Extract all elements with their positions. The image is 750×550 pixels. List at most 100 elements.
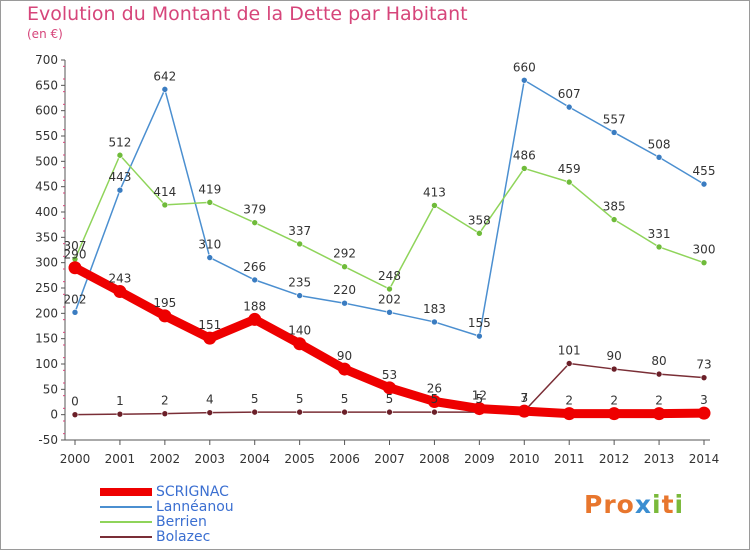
data-point (700, 259, 708, 266)
data-label: 26 (427, 381, 442, 395)
data-label: 459 (558, 162, 581, 176)
legend-swatch (100, 521, 152, 523)
data-point (386, 408, 393, 416)
data-label: 2 (655, 394, 663, 408)
data-point (203, 331, 217, 345)
data-point (383, 381, 396, 395)
data-label: 243 (108, 272, 131, 286)
data-label: 508 (648, 137, 671, 151)
data-point (251, 219, 259, 226)
data-point (431, 202, 438, 209)
legend-label: Lannéanou (156, 499, 234, 515)
data-point (565, 103, 573, 111)
data-point (296, 292, 303, 299)
data-point (386, 285, 393, 293)
data-point (652, 407, 666, 421)
data-point (431, 318, 438, 326)
data-label: 2 (161, 394, 169, 408)
x-tick-label: 2003 (195, 452, 226, 466)
data-label: 12 (472, 389, 487, 403)
data-label: 0 (71, 395, 79, 409)
y-tick-label: 500 (35, 154, 58, 168)
data-label: 3 (700, 393, 708, 407)
data-label: 290 (64, 248, 87, 262)
legend-swatch (100, 506, 152, 508)
x-tick-label: 2005 (284, 452, 315, 466)
y-tick-label: 100 (35, 357, 58, 371)
x-tick-label: 2002 (150, 452, 181, 466)
logo-letter: i (652, 490, 662, 519)
data-point (517, 404, 531, 418)
legend-label: Bolazec (156, 529, 211, 545)
data-point (431, 408, 438, 416)
data-label: 5 (476, 392, 484, 406)
y-tick-label: 600 (35, 104, 58, 118)
y-tick-label: 200 (35, 306, 58, 320)
data-point (158, 309, 172, 323)
x-tick-label: 2009 (464, 452, 495, 466)
data-label: 292 (333, 247, 356, 261)
data-label: 188 (243, 299, 266, 313)
data-point (610, 216, 618, 223)
data-point (161, 410, 169, 417)
data-point (341, 263, 348, 271)
data-point (476, 332, 483, 340)
data-point (206, 409, 214, 416)
data-label: 310 (198, 238, 221, 252)
data-label: 80 (651, 354, 666, 368)
data-point (251, 276, 259, 284)
data-label: 73 (696, 358, 711, 372)
chart-title: Evolution du Montant de la Dette par Hab… (27, 3, 468, 25)
data-point (520, 165, 528, 172)
data-point (206, 199, 214, 206)
proxiti-logo: Proxiti (584, 490, 684, 519)
logo-letter: x (634, 490, 652, 519)
x-tick-label: 2000 (60, 452, 91, 466)
data-label: 455 (693, 164, 716, 178)
series-lines (68, 76, 711, 421)
data-label: 337 (288, 224, 311, 238)
x-tick-label: 2011 (554, 452, 585, 466)
data-label: 486 (513, 148, 536, 162)
y-tick-label: 150 (35, 332, 58, 346)
data-point (68, 261, 82, 275)
data-label: 90 (607, 349, 622, 363)
y-tick-label: 550 (35, 129, 58, 143)
data-label: 557 (603, 112, 626, 126)
data-label: 90 (337, 349, 352, 363)
data-point (116, 186, 124, 194)
data-point (341, 299, 348, 307)
data-label: 379 (243, 203, 266, 217)
data-point (700, 180, 708, 188)
data-label: 358 (468, 213, 491, 227)
legend-label: Berrien (156, 514, 207, 530)
logo-letter: o (616, 490, 635, 519)
data-label: 300 (693, 243, 716, 257)
data-label: 5 (296, 392, 304, 406)
data-label: 5 (386, 392, 394, 406)
x-tick-label: 2014 (689, 452, 720, 466)
x-tick-label: 2001 (105, 452, 136, 466)
x-tick-label: 2012 (599, 452, 630, 466)
data-point (386, 309, 393, 316)
x-tick-label: 2004 (239, 452, 270, 466)
y-tick-label: 450 (35, 180, 58, 194)
data-label: 140 (288, 324, 311, 338)
legend-swatch (100, 488, 152, 496)
data-point (655, 153, 663, 161)
data-point (610, 365, 618, 373)
data-label: 4 (206, 393, 214, 407)
data-point (251, 408, 259, 416)
data-point (338, 362, 352, 376)
data-point (607, 407, 621, 421)
data-label: 183 (423, 302, 446, 316)
data-point (71, 309, 79, 316)
y-tick-label: 250 (35, 281, 58, 295)
data-point (296, 240, 303, 248)
data-point (427, 394, 441, 408)
data-point (296, 408, 303, 416)
x-tick-label: 2010 (509, 452, 540, 466)
data-label: 414 (153, 185, 176, 199)
data-label: 220 (333, 283, 356, 297)
data-label: 443 (108, 170, 131, 184)
